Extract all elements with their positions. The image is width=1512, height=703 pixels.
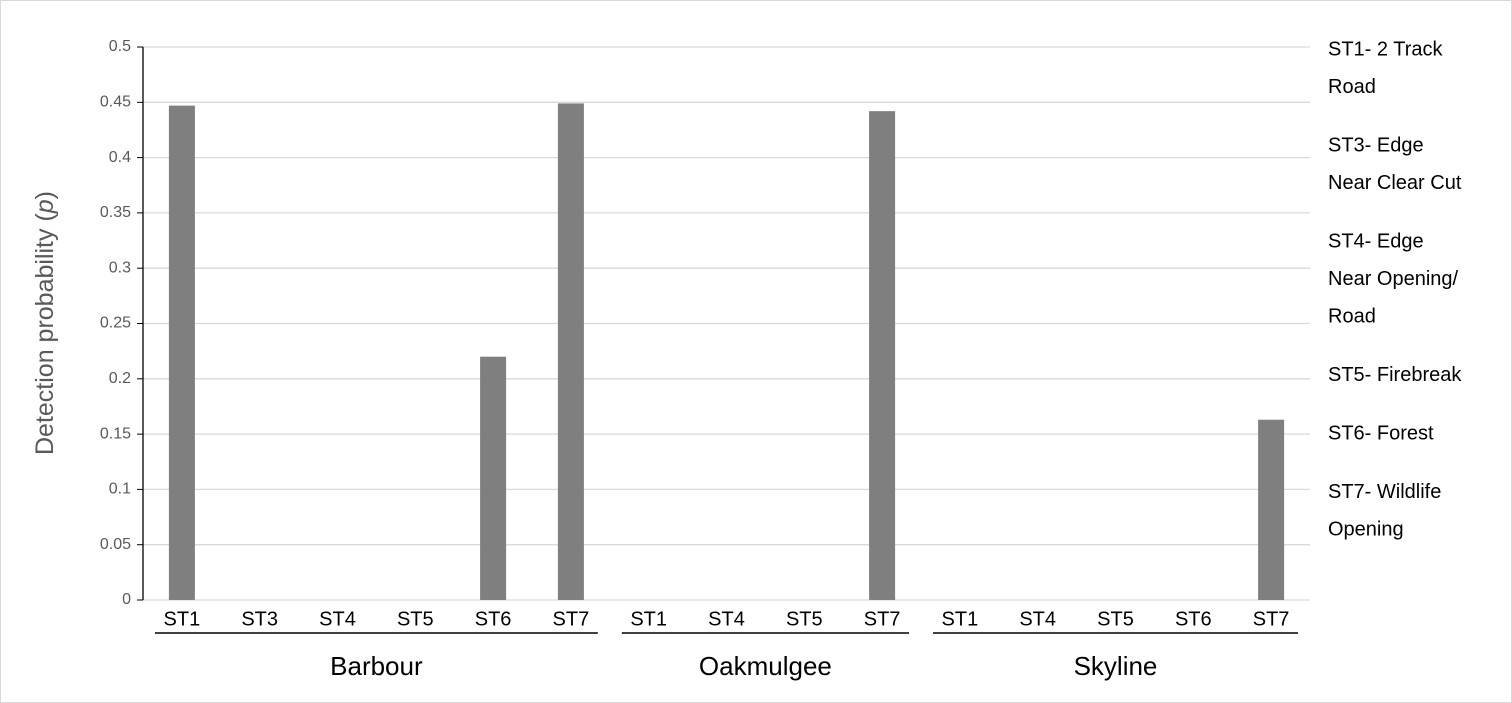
bar: [557, 103, 584, 600]
x-tick-label: ST4: [1019, 608, 1056, 630]
x-tick-label: ST6: [475, 608, 512, 630]
note-text: ST3- Edge: [1328, 134, 1424, 156]
y-axis-label: Detection probability (p): [31, 191, 59, 455]
bar: [1258, 419, 1285, 600]
y-tick-label: 0.45: [100, 94, 131, 111]
x-tick-label: ST5: [397, 608, 434, 630]
note-text: ST5- Firebreak: [1328, 364, 1462, 386]
y-tick-label: 0.5: [109, 38, 131, 55]
note-text: Road: [1328, 76, 1376, 98]
y-tick-label: 0: [122, 591, 131, 608]
x-tick-label: ST1: [942, 608, 979, 630]
group-label: Barbour: [330, 651, 423, 681]
x-tick-label: ST5: [786, 608, 823, 630]
note-text: ST1- 2 Track: [1328, 38, 1443, 60]
y-label-text: Detection probability (: [31, 213, 59, 455]
x-tick-label: ST5: [1097, 608, 1134, 630]
y-tick-label: 0.15: [100, 425, 131, 442]
x-tick-label: ST1: [630, 608, 667, 630]
y-tick-label: 0.4: [109, 149, 131, 166]
note-text: ST7- Wildlife: [1328, 481, 1441, 503]
note-text: Near Opening/: [1328, 268, 1459, 290]
y-tick-label: 0.05: [100, 536, 131, 553]
note-text: Near Clear Cut: [1328, 172, 1462, 194]
group-label: Oakmulgee: [699, 651, 832, 681]
x-tick-label: ST4: [319, 608, 356, 630]
x-tick-label: ST3: [241, 608, 278, 630]
note-text: ST4- Edge: [1328, 230, 1424, 252]
x-tick-label: ST7: [553, 608, 590, 630]
bar: [869, 111, 896, 600]
y-tick-label: 0.35: [100, 204, 131, 221]
x-tick-label: ST7: [864, 608, 901, 630]
note-text: Opening: [1328, 518, 1404, 540]
y-label-italic: p: [31, 199, 59, 214]
note-text: Road: [1328, 305, 1376, 327]
x-tick-label: ST1: [164, 608, 201, 630]
y-tick-label: 0.3: [109, 259, 131, 276]
x-tick-label: ST7: [1253, 608, 1290, 630]
y-label-text: ): [31, 191, 59, 199]
note-text: ST6- Forest: [1328, 422, 1434, 444]
bar: [480, 356, 507, 600]
x-tick-label: ST4: [708, 608, 745, 630]
y-tick-label: 0.25: [100, 315, 131, 332]
bar: [168, 105, 195, 601]
group-label: Skyline: [1074, 651, 1158, 681]
y-tick-label: 0.1: [109, 481, 131, 498]
x-tick-label: ST6: [1175, 608, 1212, 630]
y-tick-label: 0.2: [109, 370, 131, 387]
